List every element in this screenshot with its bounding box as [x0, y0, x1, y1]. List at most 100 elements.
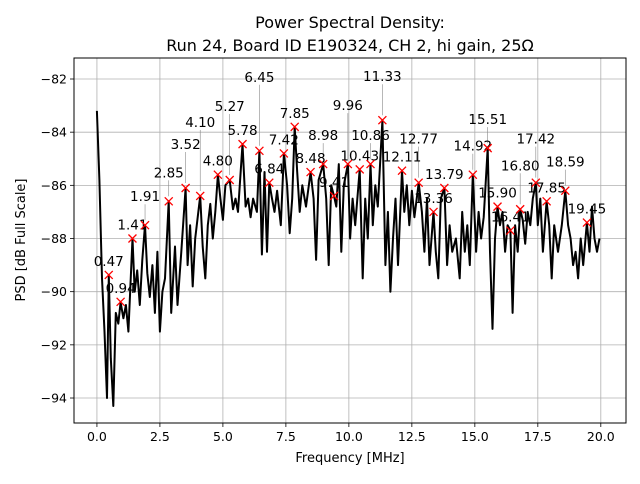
- peak-marker: [531, 178, 541, 188]
- peak-label: 6.45: [244, 70, 274, 86]
- peak-marker: [181, 183, 191, 193]
- peak-marker: [306, 167, 316, 177]
- peak-label: 2.85: [154, 165, 184, 181]
- peak-marker-stroke: [377, 115, 387, 125]
- peak-label: 15.51: [468, 112, 507, 128]
- peak-marker: [505, 226, 515, 235]
- peak-label: 13.36: [414, 191, 453, 207]
- peak-marker-stroke: [355, 164, 365, 174]
- peak-marker: [104, 270, 114, 280]
- peak-marker: [290, 122, 300, 132]
- peak-marker-stroke: [116, 297, 126, 307]
- peak-label: 18.59: [546, 155, 585, 171]
- peak-marker: [140, 220, 150, 230]
- peak-label: 1.41: [117, 218, 147, 234]
- ticks: 0.0 2.5 5.0 7.5 10.0 12.5 15.0 17.5 20.0 −94 −92 −9…: [41, 72, 615, 444]
- y-axis-label: PSD [dB Full Scale]: [14, 178, 29, 301]
- peak-marker: [343, 159, 353, 169]
- peak-label: 7.42: [269, 132, 299, 148]
- peak-marker: [238, 139, 248, 149]
- peak-marker-stroke: [318, 159, 328, 169]
- x-tick-label: 15.0: [461, 429, 489, 444]
- peak-marker: [213, 170, 223, 180]
- peak-marker-stroke: [366, 159, 375, 169]
- peak-marker-stroke: [542, 196, 552, 206]
- peak-marker-stroke: [127, 234, 137, 243]
- x-tick-label: 20.0: [587, 429, 615, 444]
- peak-label: 10.86: [351, 128, 390, 144]
- peak-marker-stroke: [238, 139, 248, 149]
- peak-marker-stroke: [439, 183, 449, 193]
- peak-leader-lines: [144, 84, 566, 221]
- peak-label: 7.85: [280, 106, 310, 122]
- y-tick-label: −92: [41, 337, 67, 352]
- peak-label: 4.80: [203, 154, 233, 170]
- peak-label: 0.47: [94, 254, 124, 270]
- chart-subtitle: Run 24, Board ID E190324, CH 2, hi gain,…: [166, 36, 534, 55]
- peak-label: 16.80: [501, 158, 540, 174]
- peak-marker: [468, 170, 478, 180]
- x-tick-label: 0.0: [87, 429, 107, 444]
- peak-label: 17.85: [527, 180, 566, 196]
- peak-marker-stroke: [414, 178, 424, 188]
- peak-label: 9.41: [319, 175, 349, 191]
- peak-marker-stroke: [164, 196, 174, 206]
- peak-marker-stroke: [290, 122, 300, 132]
- peak-marker: [542, 196, 552, 206]
- peak-marker-stroke: [505, 226, 515, 235]
- peak-marker: [279, 148, 289, 158]
- peak-label: 12.77: [399, 132, 438, 148]
- peak-marker: [355, 164, 365, 174]
- x-tick-label: 2.5: [150, 429, 170, 444]
- peak-label: 8.48: [296, 151, 326, 167]
- peak-label: 14.92: [454, 139, 493, 155]
- peak-marker: [515, 204, 525, 214]
- peak-marker: [429, 207, 438, 217]
- x-tick-label: 7.5: [276, 429, 296, 444]
- y-tick-label: −86: [41, 178, 67, 193]
- peak-marker: [582, 218, 592, 228]
- peak-marker-stroke: [560, 186, 570, 196]
- peak-marker-stroke: [429, 207, 438, 217]
- peak-marker: [264, 178, 274, 188]
- peak-marker-stroke: [582, 218, 592, 228]
- peak-marker-stroke: [531, 178, 541, 188]
- peak-label: 11.33: [363, 69, 402, 85]
- peak-marker: [397, 166, 407, 176]
- peak-label: 12.11: [383, 150, 422, 166]
- peak-marker: [195, 191, 205, 201]
- peak-marker: [377, 115, 387, 125]
- peak-marker-stroke: [213, 170, 223, 180]
- peak-marker-stroke: [306, 167, 316, 177]
- y-tick-label: −94: [41, 391, 67, 406]
- peak-marker: [439, 183, 449, 193]
- peak-label: 9.96: [333, 98, 363, 114]
- peak-label: 5.27: [215, 99, 245, 115]
- chart-title: Power Spectral Density:: [255, 13, 445, 32]
- peak-marker-stroke: [195, 191, 205, 201]
- x-tick-label: 12.5: [398, 429, 426, 444]
- peak-marker: [329, 191, 339, 201]
- peak-label: 4.10: [185, 115, 215, 131]
- x-tick-label: 10.0: [335, 429, 363, 444]
- peak-labels: 0.47 0.94 1.41 1.91 2.85 3.52 4.10 4.80 5.27 5.78…: [94, 69, 607, 297]
- peak-marker-stroke: [279, 148, 289, 158]
- y-tick-label: −88: [41, 231, 67, 246]
- x-tick-label: 5.0: [213, 429, 233, 444]
- x-axis-label: Frequency [MHz]: [295, 451, 404, 466]
- peak-marker: [225, 175, 235, 185]
- peak-label: 19.45: [568, 202, 607, 218]
- peak-marker: [116, 297, 126, 307]
- peak-marker: [414, 178, 424, 188]
- peak-label: 1.91: [130, 189, 160, 205]
- peak-label: 6.84: [254, 162, 284, 178]
- peak-marker-stroke: [343, 159, 353, 169]
- peak-label: 15.90: [478, 186, 517, 202]
- peak-marker-stroke: [181, 183, 191, 193]
- peak-marker-stroke: [104, 270, 114, 280]
- peak-marker-stroke: [397, 166, 407, 176]
- peaks-layer: 0.47 0.94 1.41 1.91 2.85 3.52 4.10 4.80 5.27 5.78…: [94, 69, 607, 307]
- peak-label: 16.41: [491, 210, 530, 226]
- peak-marker-stroke: [493, 202, 502, 212]
